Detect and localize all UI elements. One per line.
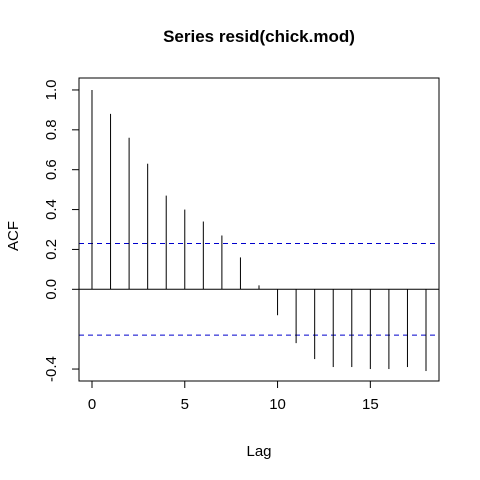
x-tick-label: 15 <box>362 396 379 413</box>
x-tick-label: 5 <box>181 396 189 413</box>
x-tick-label: 0 <box>88 396 96 413</box>
chart-title: Series resid(chick.mod) <box>163 27 355 46</box>
y-tick-label: 0.4 <box>43 199 60 220</box>
acf-bars <box>91 89 427 372</box>
y-tick-label: -0.4 <box>43 356 60 382</box>
x-tick-label: 10 <box>269 396 286 413</box>
y-tick-label: 0.6 <box>43 159 60 180</box>
x-axis: 0 5 10 15 <box>88 380 379 413</box>
y-tick-label: 1.0 <box>43 80 60 101</box>
y-tick-label: 0.8 <box>43 119 60 140</box>
y-axis: -0.4 0.0 0.2 0.4 0.6 0.8 1.0 <box>43 80 80 382</box>
y-axis-label: ACF <box>5 221 22 251</box>
y-tick-label: 0.0 <box>43 279 60 300</box>
y-tick-label: 0.2 <box>43 239 60 260</box>
x-axis-label: Lag <box>246 443 271 460</box>
